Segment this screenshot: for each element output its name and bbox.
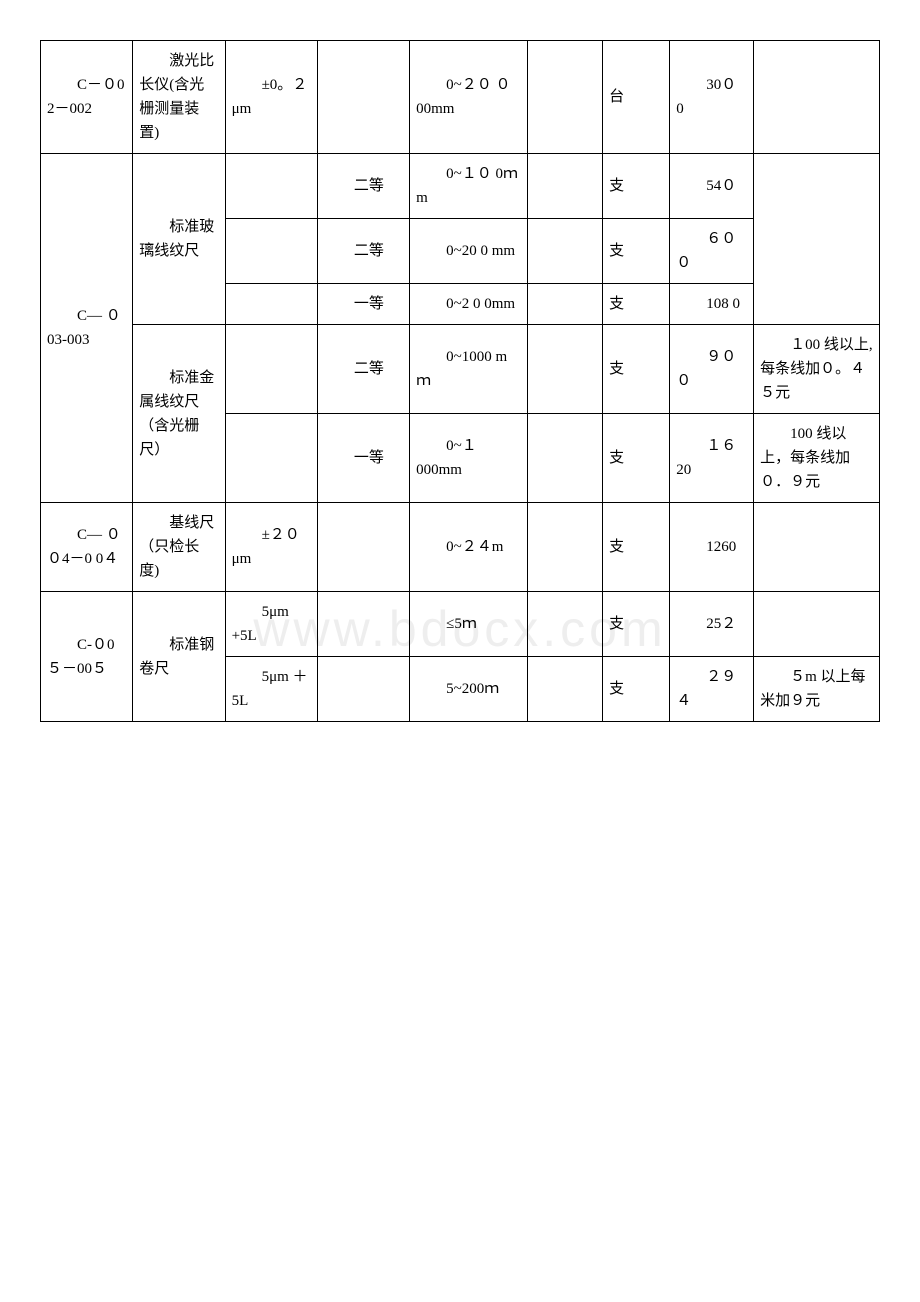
cell-blank [527, 284, 603, 325]
cell-name: 激光比长仪(含光栅测量装置) [133, 41, 225, 154]
cell-range: ≤5ｍ [410, 592, 527, 657]
cell-spec: 5μm ＋5L [225, 657, 317, 722]
table-row: C-０0５－00５ 标准钢卷尺 5μm +5L ≤5ｍ 支 25２ [41, 592, 880, 657]
cell-range: 0~２０ ０00mm [410, 41, 527, 154]
cell-unit: 支 [603, 219, 670, 284]
cell-note [754, 154, 880, 325]
cell-note: １00 线以上,每条线加０。４５元 [754, 325, 880, 414]
cell-level: 二等 [317, 325, 409, 414]
cell-unit: 支 [603, 657, 670, 722]
cell-blank [527, 154, 603, 219]
cell-range: 0~2 0 0mm [410, 284, 527, 325]
cell-level: 一等 [317, 414, 409, 503]
cell-price: 54０ [670, 154, 754, 219]
cell-range: 0~1000 mｍ [410, 325, 527, 414]
cell-note: 100 线以上，每条线加０．９元 [754, 414, 880, 503]
cell-blank [527, 325, 603, 414]
cell-price: １６20 [670, 414, 754, 503]
cell-price: 1260 [670, 503, 754, 592]
cell-spec [225, 284, 317, 325]
cell-name: 标准钢卷尺 [133, 592, 225, 722]
cell-range: 0~20 0 mm [410, 219, 527, 284]
cell-unit: 支 [603, 284, 670, 325]
cell-unit: 支 [603, 325, 670, 414]
cell-level [317, 503, 409, 592]
cell-unit: 台 [603, 41, 670, 154]
cell-range: 5~200ｍ [410, 657, 527, 722]
cell-price: ２９４ [670, 657, 754, 722]
cell-level [317, 592, 409, 657]
equipment-table: C－０0 2－002 激光比长仪(含光栅测量装置) ±0。２μm 0~２０ ０0… [40, 40, 880, 722]
cell-name: 标准金属线纹尺（含光栅尺） [133, 325, 225, 503]
cell-unit: 支 [603, 154, 670, 219]
table-row: C－０0 2－002 激光比长仪(含光栅测量装置) ±0。２μm 0~２０ ０0… [41, 41, 880, 154]
cell-unit: 支 [603, 592, 670, 657]
cell-note: ５m 以上每米加９元 [754, 657, 880, 722]
cell-spec [225, 154, 317, 219]
cell-price: 30０ 0 [670, 41, 754, 154]
cell-price: 25２ [670, 592, 754, 657]
table-row: C— ０ ０4－0 0４ 基线尺（只检长度) ±２０ μm 0~２４m 支 12… [41, 503, 880, 592]
cell-name: 标准玻璃线纹尺 [133, 154, 225, 325]
cell-spec: 5μm +5L [225, 592, 317, 657]
cell-level [317, 41, 409, 154]
table-row: C— ０03-003 标准玻璃线纹尺 二等 0~１０ 0ｍm 支 54０ [41, 154, 880, 219]
table-row: 标准金属线纹尺（含光栅尺） 二等 0~1000 mｍ 支 ９０ ０ １00 线以… [41, 325, 880, 414]
cell-name: 基线尺（只检长度) [133, 503, 225, 592]
cell-spec [225, 325, 317, 414]
cell-code: C－０0 2－002 [41, 41, 133, 154]
cell-spec [225, 414, 317, 503]
cell-code: C— ０03-003 [41, 154, 133, 503]
cell-level: 一等 [317, 284, 409, 325]
cell-level [317, 657, 409, 722]
cell-blank [527, 592, 603, 657]
cell-level: 二等 [317, 154, 409, 219]
cell-unit: 支 [603, 503, 670, 592]
cell-note [754, 592, 880, 657]
cell-range: 0~１ 000mm [410, 414, 527, 503]
cell-spec [225, 219, 317, 284]
cell-blank [527, 219, 603, 284]
cell-code: C— ０ ０4－0 0４ [41, 503, 133, 592]
cell-price: ９０ ０ [670, 325, 754, 414]
cell-blank [527, 41, 603, 154]
cell-blank [527, 657, 603, 722]
cell-spec: ±0。２μm [225, 41, 317, 154]
cell-range: 0~１０ 0ｍm [410, 154, 527, 219]
cell-range: 0~２４m [410, 503, 527, 592]
cell-spec: ±２０ μm [225, 503, 317, 592]
cell-price: 108 0 [670, 284, 754, 325]
cell-note [754, 503, 880, 592]
cell-unit: 支 [603, 414, 670, 503]
cell-blank [527, 503, 603, 592]
cell-code: C-０0５－00５ [41, 592, 133, 722]
cell-level: 二等 [317, 219, 409, 284]
cell-note [754, 41, 880, 154]
cell-blank [527, 414, 603, 503]
cell-price: ６０ ０ [670, 219, 754, 284]
